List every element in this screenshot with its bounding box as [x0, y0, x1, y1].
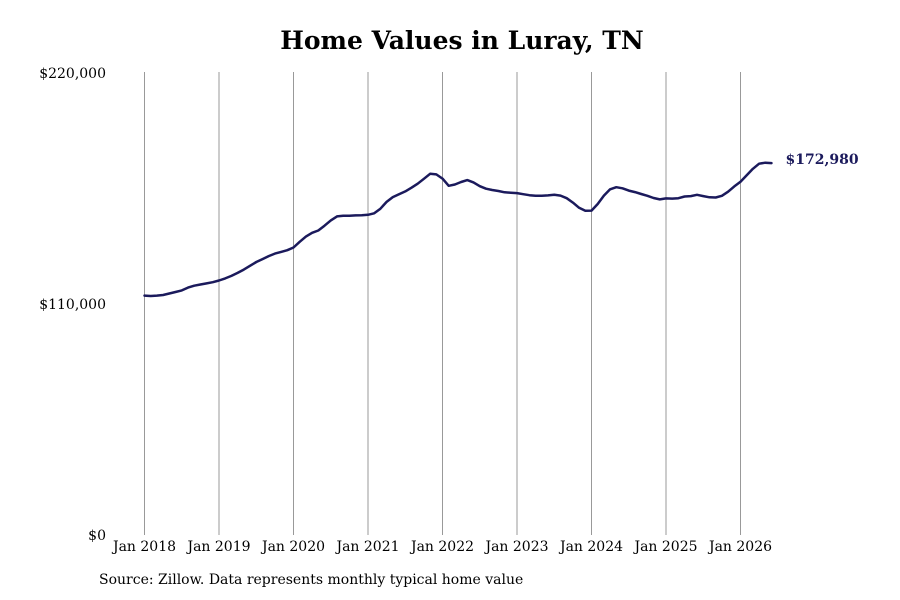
x-tick-label: Jan 2021: [334, 539, 399, 555]
end-label-group: $172,980: [786, 152, 859, 168]
chart-title: Home Values in Luray, TN: [280, 26, 644, 55]
x-tick-label: Jan 2025: [632, 539, 697, 555]
x-tick-label: Jan 2022: [409, 539, 474, 555]
y-axis-ticks: $0 $110,000 $220,000: [39, 66, 106, 544]
x-tick-label: Jan 2024: [558, 539, 623, 555]
y-tick-label: $110,000: [39, 297, 106, 313]
grid-lines: [144, 72, 741, 535]
series-group: [143, 161, 773, 298]
x-tick-label: Jan 2019: [185, 539, 250, 555]
end-value-label: $172,980: [786, 152, 859, 168]
x-tick-label: Jan 2026: [707, 539, 772, 555]
y-tick-label: $0: [88, 528, 106, 544]
y-tick-label: $220,000: [39, 66, 106, 82]
x-tick-label: Jan 2020: [260, 539, 325, 555]
x-tick-label: Jan 2018: [111, 539, 176, 555]
x-tick-label: Jan 2023: [483, 539, 548, 555]
series-line: [143, 161, 773, 298]
source-note: Source: Zillow. Data represents monthly …: [99, 572, 524, 588]
x-axis-ticks: Jan 2018 Jan 2019 Jan 2020 Jan 2021 Jan 2022…: [111, 539, 772, 555]
